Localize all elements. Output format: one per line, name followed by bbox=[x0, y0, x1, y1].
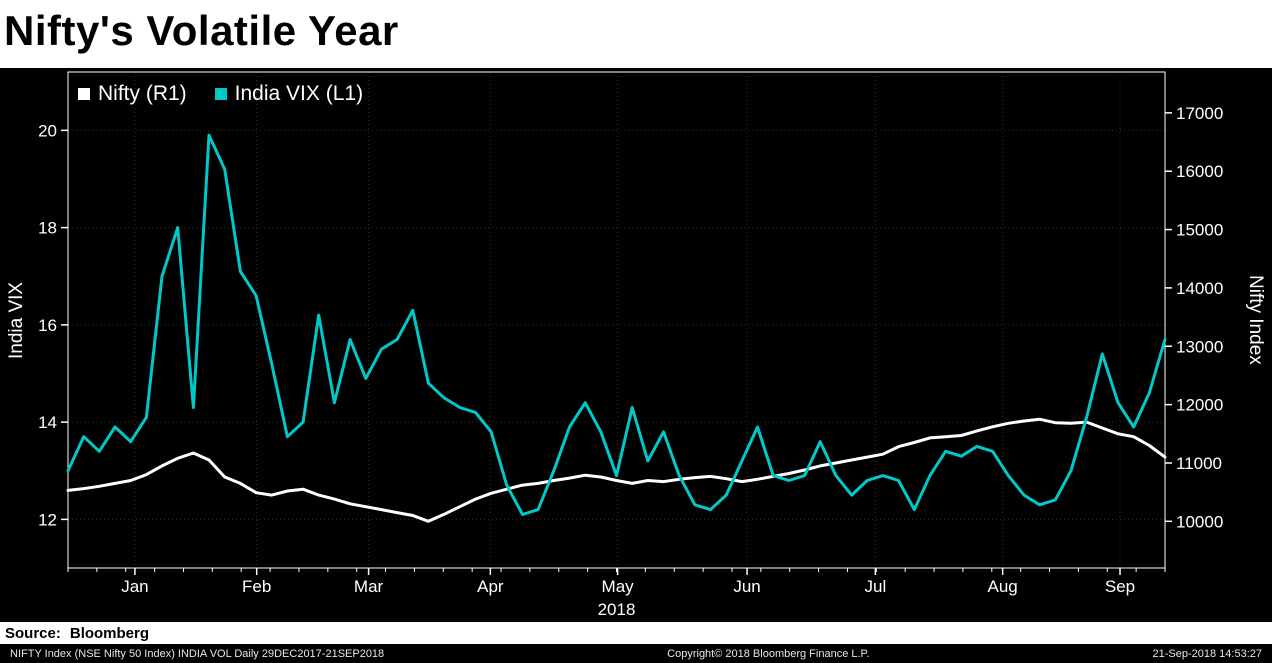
svg-text:18: 18 bbox=[38, 219, 57, 238]
header: Nifty's Volatile Year bbox=[0, 0, 1272, 68]
svg-text:20: 20 bbox=[38, 121, 57, 140]
svg-text:17000: 17000 bbox=[1176, 104, 1223, 123]
source-value: Bloomberg bbox=[69, 624, 150, 642]
nifty-series-swatch-icon bbox=[78, 88, 90, 100]
footer-copyright: Copyright© 2018 Bloomberg Finance L.P. bbox=[667, 647, 870, 660]
svg-text:Jan: Jan bbox=[121, 577, 148, 596]
legend-item-india-vix[interactable]: India VIX (L1) bbox=[214, 82, 364, 106]
svg-text:16000: 16000 bbox=[1176, 162, 1223, 181]
chart-area: 12 14 16 18 20 10000 11000 12000 13000 14000 15000… bbox=[0, 68, 1272, 622]
svg-text:Sep: Sep bbox=[1105, 577, 1135, 596]
svg-text:16: 16 bbox=[38, 316, 57, 335]
footer-timestamp: 21-Sep-2018 14:53:27 bbox=[1152, 647, 1262, 660]
india-vix-series-swatch-icon bbox=[214, 88, 227, 100]
svg-text:14000: 14000 bbox=[1176, 279, 1223, 298]
svg-text:12: 12 bbox=[38, 510, 57, 529]
footer-bar: NIFTY Index (NSE Nifty 50 Index) INDIA V… bbox=[0, 644, 1272, 663]
svg-text:11000: 11000 bbox=[1176, 454, 1222, 473]
footer-instrument-info: NIFTY Index (NSE Nifty 50 Index) INDIA V… bbox=[10, 647, 385, 660]
svg-text:Jul: Jul bbox=[865, 577, 887, 596]
line-chart: 12 14 16 18 20 10000 11000 12000 13000 14000 15000… bbox=[38, 71, 1223, 619]
svg-text:Mar: Mar bbox=[354, 577, 384, 596]
svg-text:13000: 13000 bbox=[1176, 337, 1223, 356]
right-axis-title: Nifty Index bbox=[1245, 275, 1266, 365]
svg-text:14: 14 bbox=[38, 413, 57, 432]
svg-text:10000: 10000 bbox=[1176, 512, 1223, 531]
legend-label-nifty: Nifty (R1) bbox=[98, 82, 187, 105]
page-title: Nifty's Volatile Year bbox=[4, 7, 399, 54]
svg-text:May: May bbox=[602, 577, 635, 596]
svg-text:Aug: Aug bbox=[988, 577, 1018, 596]
legend-label-india-vix: India VIX (L1) bbox=[234, 82, 364, 105]
svg-text:12000: 12000 bbox=[1176, 396, 1223, 415]
left-axis-title: India VIX bbox=[6, 281, 27, 359]
svg-text:15000: 15000 bbox=[1176, 221, 1223, 240]
chart-legend: Nifty (R1) India VIX (L1) bbox=[78, 82, 363, 106]
svg-text:2018: 2018 bbox=[598, 600, 636, 619]
source-label: Source: bbox=[5, 624, 61, 642]
svg-text:Feb: Feb bbox=[242, 577, 271, 596]
source-row: Source: Bloomberg bbox=[0, 622, 1272, 644]
svg-text:Apr: Apr bbox=[477, 577, 504, 596]
svg-text:Jun: Jun bbox=[733, 577, 760, 596]
legend-item-nifty[interactable]: Nifty (R1) bbox=[78, 82, 187, 106]
